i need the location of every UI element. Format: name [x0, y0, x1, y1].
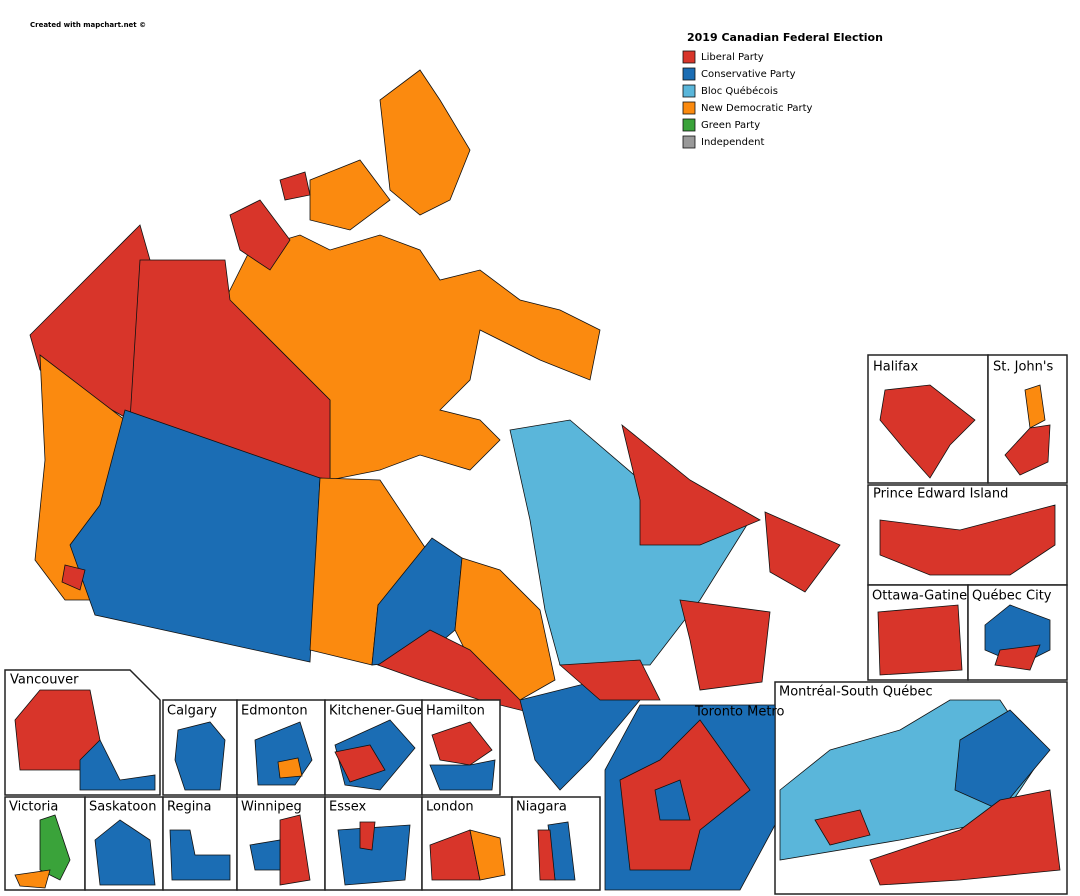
legend-swatch — [682, 118, 696, 132]
legend-label: Independent — [701, 137, 764, 148]
insets: Halifax St. John's Prince Edward Island … — [4, 354, 1068, 895]
inset-label: Toronto Metro — [694, 705, 784, 720]
district — [869, 789, 1061, 886]
inset-label: Victoria — [9, 800, 58, 815]
legend-swatch — [682, 50, 696, 64]
inset-label: St. John's — [993, 360, 1053, 375]
district — [94, 819, 156, 886]
inset-label: Edmonton — [241, 704, 308, 719]
legend-swatch — [682, 101, 696, 115]
legend-label: New Democratic Party — [701, 103, 813, 114]
district — [877, 604, 963, 676]
inset-label: Regina — [167, 800, 212, 815]
region — [61, 564, 86, 591]
district — [431, 721, 493, 766]
district — [994, 644, 1041, 671]
inset-label: Niagara — [516, 800, 567, 815]
district — [879, 384, 976, 479]
inset-label: Saskatoon — [89, 800, 157, 815]
inset-label: London — [426, 800, 474, 815]
inset-label: Essex — [329, 800, 367, 815]
district — [469, 829, 506, 881]
legend: 2019 Canadian Federal Election Liberal P… — [682, 31, 883, 149]
district — [337, 824, 411, 886]
region — [559, 659, 661, 701]
region — [279, 171, 311, 201]
district — [1004, 424, 1051, 476]
district — [1024, 384, 1046, 429]
legend-swatch — [682, 84, 696, 98]
inset-label: Prince Edward Island — [873, 487, 1008, 502]
district — [429, 759, 496, 791]
region — [224, 234, 601, 481]
region — [764, 511, 841, 593]
legend-label: Conservative Party — [701, 69, 796, 80]
district — [79, 739, 156, 791]
district — [879, 504, 1056, 576]
district — [814, 809, 871, 846]
inset-label: Calgary — [167, 704, 217, 719]
district — [654, 779, 691, 821]
region — [379, 69, 471, 216]
inset-label: Québec City — [972, 589, 1052, 604]
credit: Created with mapchart.net © — [30, 21, 146, 29]
district — [14, 869, 51, 889]
inset-label: Vancouver — [10, 673, 79, 688]
region — [621, 423, 761, 546]
region — [679, 599, 771, 691]
district — [174, 721, 226, 791]
district — [619, 719, 751, 871]
district — [359, 821, 376, 851]
inset-label: Winnipeg — [241, 800, 302, 815]
region — [309, 159, 391, 231]
inset-label: Montréal-South Québec — [779, 685, 933, 700]
district — [39, 814, 71, 881]
inset-label: Halifax — [873, 360, 919, 375]
district — [249, 839, 281, 871]
inset-label: Kitchener-Guelph — [329, 704, 442, 719]
legend-swatch — [682, 67, 696, 81]
inset-label: Ottawa-Gatineau — [872, 589, 983, 604]
inset-label: Hamilton — [426, 704, 485, 719]
legend-swatch — [682, 135, 696, 149]
region — [229, 199, 291, 271]
legend-label: Bloc Québécois — [701, 85, 778, 97]
district — [954, 709, 1051, 811]
district — [169, 829, 231, 881]
legend-label: Liberal Party — [701, 52, 764, 63]
district — [277, 757, 303, 779]
main-map — [29, 69, 841, 791]
legend-title: 2019 Canadian Federal Election — [687, 31, 883, 44]
legend-label: Green Party — [701, 120, 760, 131]
district — [334, 744, 386, 783]
district — [537, 829, 556, 881]
